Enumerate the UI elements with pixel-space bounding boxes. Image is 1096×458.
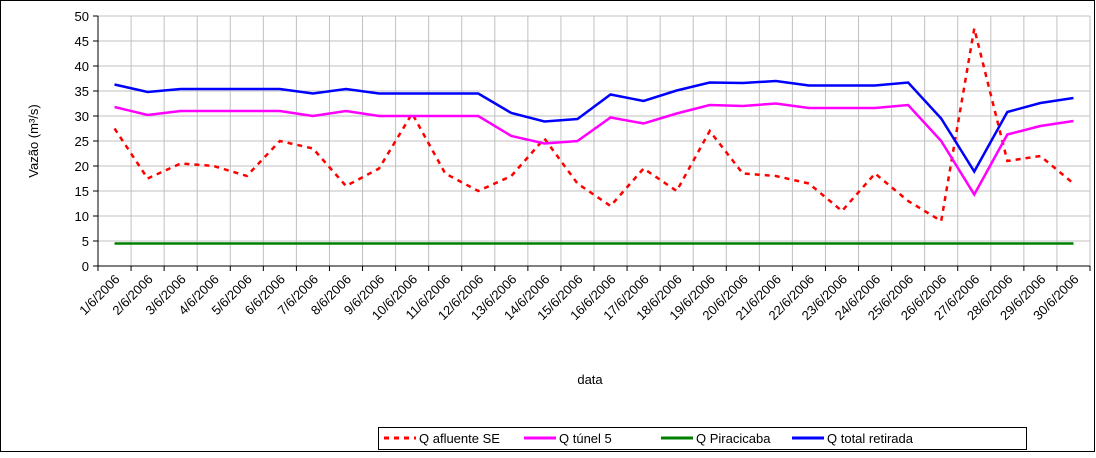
y-tick-label: 10 [75,209,89,224]
legend-label: Q túnel 5 [559,431,612,446]
legend-box [378,427,1027,450]
legend-label: Q Piracicaba [696,431,771,446]
y-tick-label: 30 [75,109,89,124]
y-tick-label: 35 [75,84,89,99]
series-line [113,28,1075,224]
y-tick-label: 50 [75,9,89,24]
legend-label: Q total retirada [827,431,914,446]
y-tick-label: 5 [82,234,89,249]
y-tick-label: 40 [75,59,89,74]
x-axis-label: data [577,372,603,387]
y-axis-label: Vazão (m³/s) [26,104,41,177]
legend-label: Q afluente SE [419,431,500,446]
y-tick-label: 20 [75,159,89,174]
y-tick-label: 45 [75,34,89,49]
series-line [114,102,1074,197]
y-tick-label: 25 [75,134,89,149]
series-line [114,79,1074,174]
y-tick-label: 15 [75,184,89,199]
y-tick-label: 0 [82,259,89,274]
